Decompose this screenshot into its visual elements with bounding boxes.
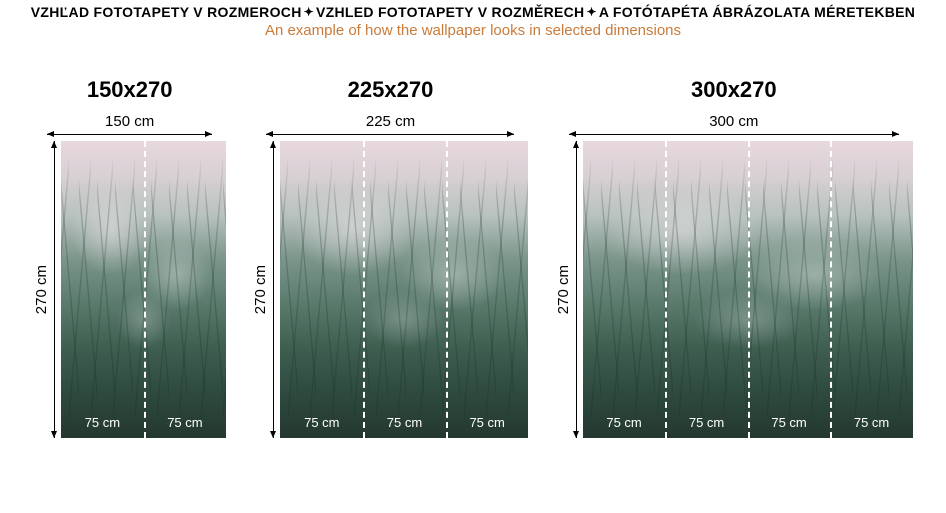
panels-row: 150x270 150 cm 270 cm 75 cm 75 cm 225x27… [0,77,946,438]
size-panel-150: 150x270 150 cm 270 cm 75 cm 75 cm [33,77,226,438]
sparkle-icon: ✦ [304,5,314,19]
strip-width: 75 cm [363,415,446,430]
header-lang-cz: VZHLED FOTOTAPETY V ROZMĚRECH [316,4,585,20]
header: VZHĽAD FOTOTAPETY V ROZMEROCH ✦ VZHLED F… [0,0,946,39]
strip-divider [830,141,832,438]
panel-title: 300x270 [691,77,777,103]
strip-divider [144,141,146,438]
strip-width: 75 cm [280,415,363,430]
size-panel-300: 300x270 300 cm 270 cm 75 cm 75 cm 75 cm … [555,77,913,438]
width-arrow [47,134,212,135]
header-subtitle: An example of how the wallpaper looks in… [0,22,946,39]
strip-labels: 75 cm 75 cm 75 cm 75 cm [583,415,913,430]
strip-width: 75 cm [144,415,227,430]
strip-divider [363,141,365,438]
width-label: 150 cm [105,113,154,130]
strip-width: 75 cm [748,415,831,430]
wallpaper-preview: 75 cm 75 cm [61,141,226,438]
forest-image [280,141,528,438]
height-label: 270 cm [33,265,50,314]
header-multilang: VZHĽAD FOTOTAPETY V ROZMEROCH ✦ VZHLED F… [0,4,946,20]
height-label: 270 cm [252,265,269,314]
width-label: 225 cm [366,113,415,130]
height-arrow [54,141,55,438]
wallpaper-preview: 75 cm 75 cm 75 cm [280,141,528,438]
strip-labels: 75 cm 75 cm [61,415,226,430]
strip-width: 75 cm [61,415,144,430]
panel-title: 150x270 [87,77,173,103]
width-arrow [266,134,514,135]
header-lang-hu: A FOTÓTAPÉTA ÁBRÁZOLATA MÉRETEKBEN [599,4,915,20]
strip-labels: 75 cm 75 cm 75 cm [280,415,528,430]
strip-divider [446,141,448,438]
wallpaper-preview: 75 cm 75 cm 75 cm 75 cm [583,141,913,438]
strip-width: 75 cm [446,415,529,430]
width-arrow [569,134,899,135]
header-lang-sk: VZHĽAD FOTOTAPETY V ROZMEROCH [31,4,302,20]
strip-divider [665,141,667,438]
strip-width: 75 cm [830,415,913,430]
strip-width: 75 cm [583,415,666,430]
height-arrow [273,141,274,438]
size-panel-225: 225x270 225 cm 270 cm 75 cm 75 cm 75 cm [252,77,528,438]
sparkle-icon: ✦ [586,5,596,19]
panel-title: 225x270 [348,77,434,103]
strip-divider [748,141,750,438]
width-label: 300 cm [709,113,758,130]
height-arrow [576,141,577,438]
height-label: 270 cm [555,265,572,314]
strip-width: 75 cm [665,415,748,430]
